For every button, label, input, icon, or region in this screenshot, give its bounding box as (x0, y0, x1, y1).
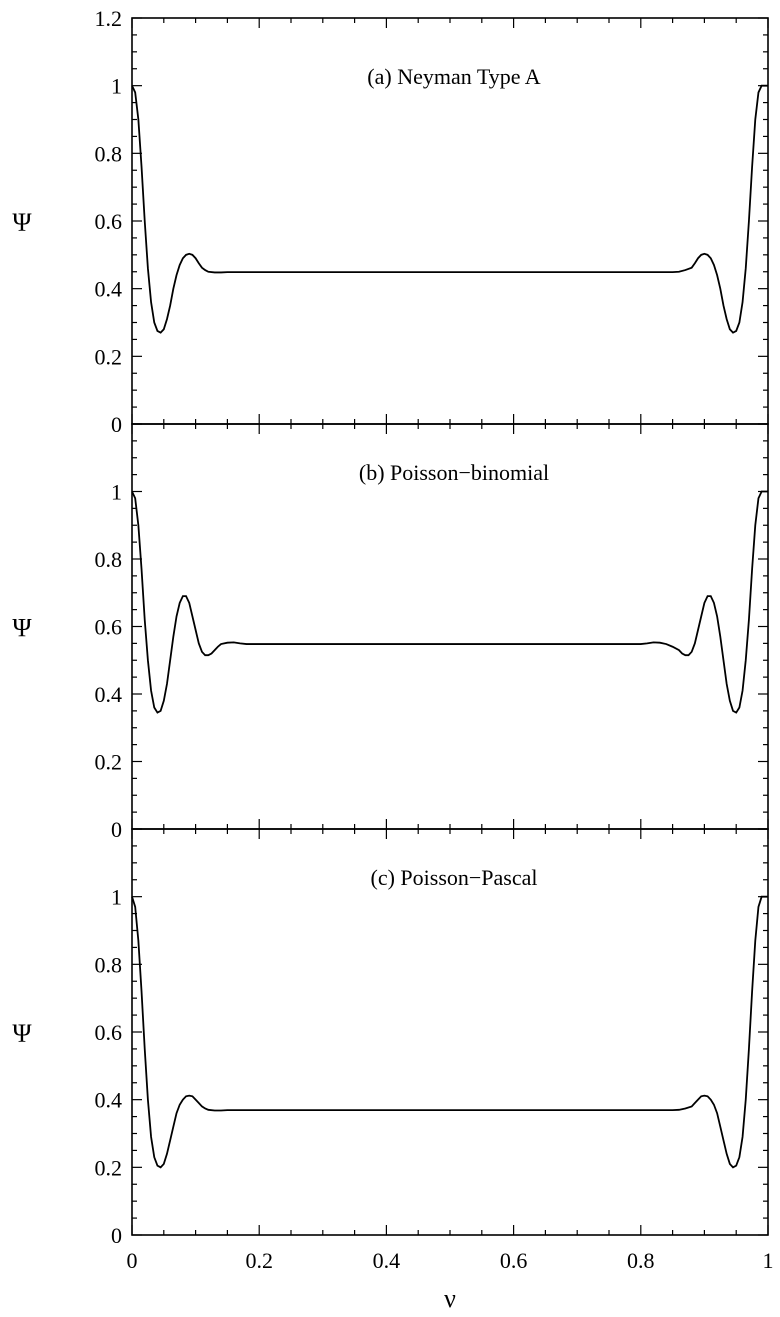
x-tick-label: 0.2 (245, 1248, 273, 1273)
y-tick-label: 0.8 (95, 547, 123, 572)
x-tick-label: 0 (127, 1248, 138, 1273)
y-tick-label: 0 (111, 412, 122, 437)
panel-1: 0 0.2 0.4 0.6 0.8 1 1.2 Ψ (a) Neyman Type A (12, 6, 769, 437)
series-line (131, 84, 768, 334)
y-tick-label: 1.2 (95, 6, 123, 31)
y-tick-label: 0.2 (95, 1155, 123, 1180)
y-tick-label: 1 (111, 480, 122, 505)
y-tick-label: 0.8 (95, 141, 123, 166)
panel-title: (a) Neyman Type A (367, 64, 541, 89)
panel-2: 0 0.2 0.4 0.6 0.8 1 Ψ (b) Poisson−binomial (12, 423, 769, 842)
y-tick-label: 0 (111, 817, 122, 842)
series-line (131, 490, 768, 714)
y-axis-title: Ψ (12, 208, 32, 237)
y-tick-label: 0.8 (95, 952, 123, 977)
y-tick-label: 1 (111, 74, 122, 99)
panel-title: (c) Poisson−Pascal (371, 865, 538, 890)
y-tick-label: 0.6 (95, 209, 123, 234)
y-tick-label: 0 (111, 1223, 122, 1248)
y-tick-label: 1 (111, 885, 122, 910)
x-tick-label: 0.4 (373, 1248, 401, 1273)
x-axis-title: ν (444, 1284, 456, 1313)
y-tick-label: 0.4 (95, 682, 123, 707)
y-tick-label: 0.2 (95, 750, 123, 775)
x-tick-label: 1 (763, 1248, 774, 1273)
panel-3: 0 0.2 0.4 0.6 0.8 1 Ψ (c) Poisson−Pascal 0 0.2 0.4… (12, 828, 774, 1313)
series-line (131, 895, 768, 1169)
y-tick-label: 0.6 (95, 615, 123, 640)
x-tick-label: 0.8 (627, 1248, 655, 1273)
panel-title: (b) Poisson−binomial (359, 460, 549, 485)
y-axis-title: Ψ (12, 614, 32, 643)
y-tick-label: 0.4 (95, 1088, 123, 1113)
x-tick-label: 0.6 (500, 1248, 528, 1273)
y-tick-label: 0.6 (95, 1020, 123, 1045)
y-axis-title: Ψ (12, 1019, 32, 1048)
y-tick-label: 0.4 (95, 277, 123, 302)
y-tick-label: 0.2 (95, 344, 123, 369)
